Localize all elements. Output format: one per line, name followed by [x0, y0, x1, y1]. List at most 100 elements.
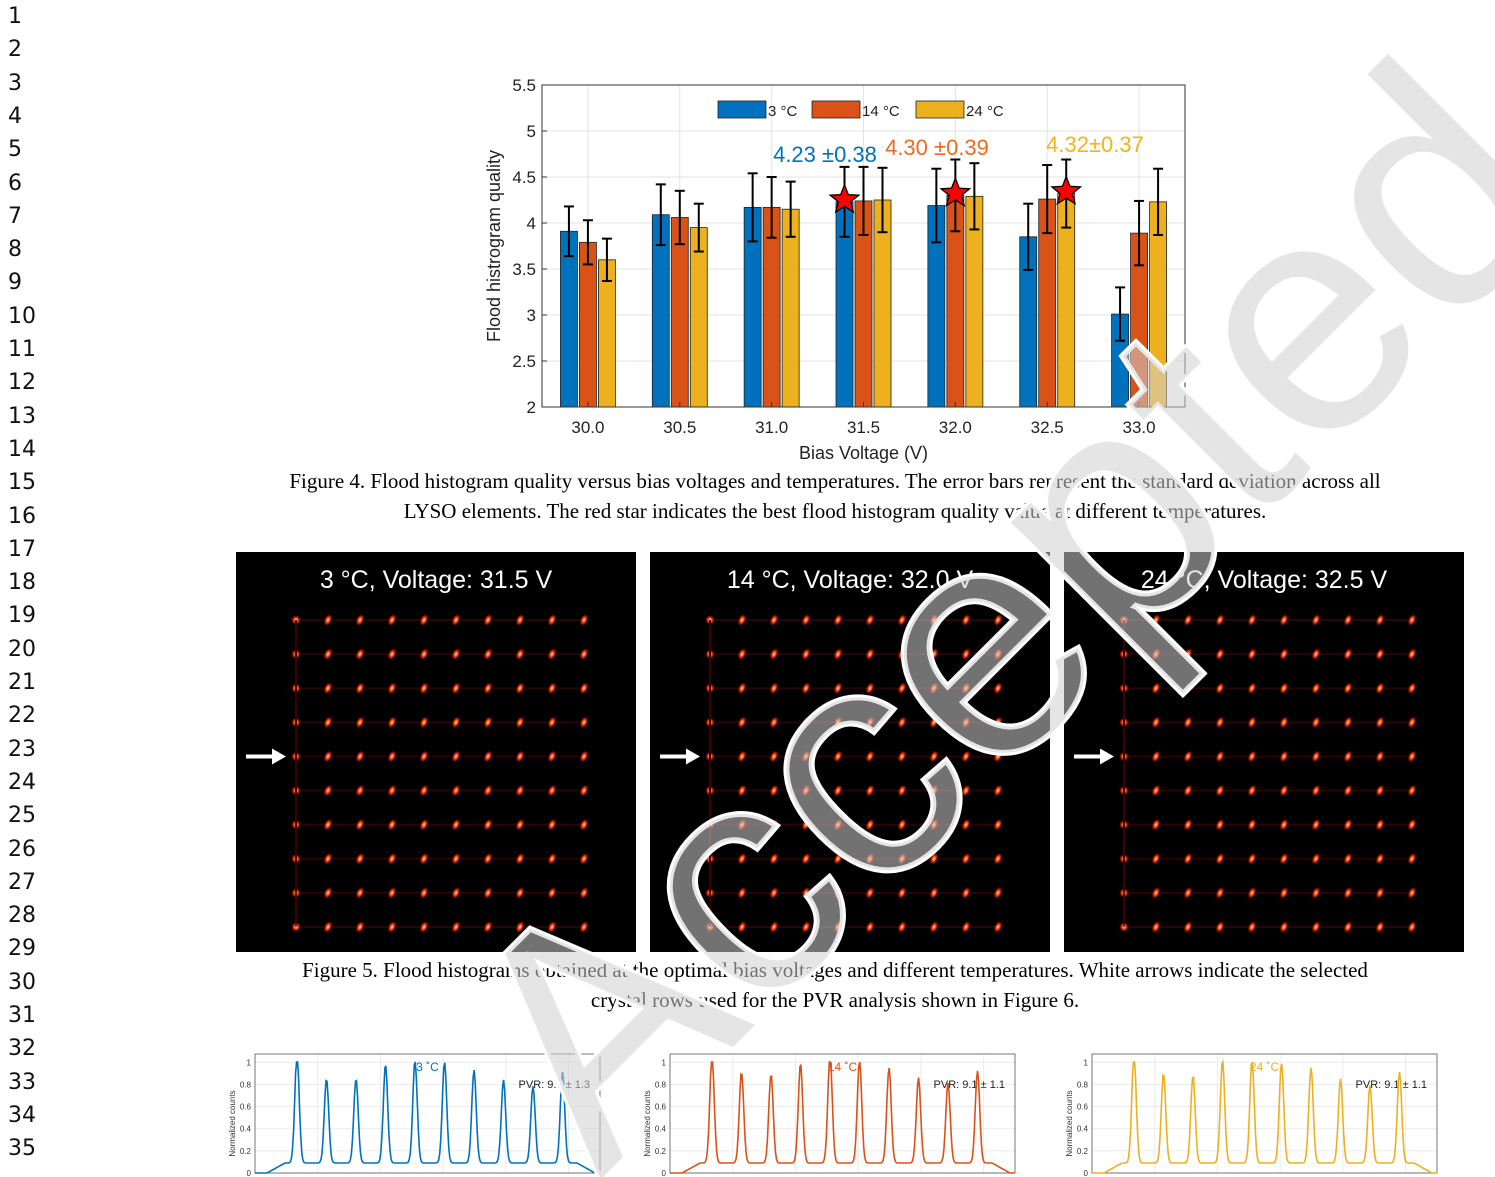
- crystal-spot: [547, 716, 557, 729]
- crystal-spot: [833, 920, 843, 934]
- crystal-spot: [833, 613, 843, 627]
- crystal-spot: [737, 647, 747, 661]
- crystal-spot: [865, 784, 875, 797]
- crystal-spot: [769, 716, 779, 729]
- crystal-spot: [1151, 818, 1161, 831]
- crystal-spot: [355, 852, 365, 865]
- crystal-spot: [737, 716, 747, 729]
- crystal-spot: [547, 818, 557, 831]
- x-axis-label: Bias Voltage (V): [799, 443, 928, 463]
- x-tick-label: 33.0: [1123, 418, 1156, 437]
- crystal-spot: [929, 682, 939, 695]
- line-number: 28: [8, 903, 36, 929]
- crystal-spot: [483, 647, 493, 661]
- line-number: 31: [8, 1003, 36, 1028]
- crystal-spot: [1375, 613, 1385, 627]
- crystal-spot: [961, 784, 971, 797]
- line-number: 26: [8, 836, 36, 862]
- crystal-spot: [323, 818, 333, 831]
- crystal-spot: [1407, 920, 1417, 934]
- crystal-spot: [1183, 682, 1193, 695]
- crystal-spot: [1407, 750, 1417, 763]
- crystal-spot: [1407, 886, 1417, 900]
- line-number: 12: [8, 370, 36, 396]
- crystal-spot: [865, 750, 875, 763]
- best-value-label: 4.30 ±0.39: [885, 135, 989, 160]
- pvr-profile-line: [1092, 1059, 1437, 1174]
- flood-background: [236, 552, 636, 952]
- crystal-spot: [1183, 818, 1193, 831]
- pvr-panel: 0 0.2 0.4 0.6 0.8 1 Normalized counts 14 ˚C PVR:…: [643, 1053, 1016, 1177]
- crystal-spot: [355, 920, 365, 934]
- crystal-spot: [961, 647, 971, 661]
- y-tick-label: 3: [527, 306, 536, 325]
- crystal-spot: [961, 682, 971, 695]
- crystal-spot: [1247, 682, 1257, 695]
- y-tick-label: 0.2: [1077, 1147, 1089, 1156]
- crystal-spot: [1215, 682, 1225, 695]
- pvr-profile-line: [670, 1061, 1015, 1174]
- bar: [781, 208, 800, 408]
- crystal-spot: [961, 750, 971, 763]
- line-number: 33: [8, 1069, 36, 1095]
- crystal-spot: [1247, 784, 1257, 797]
- crystal-spot: [737, 784, 747, 797]
- flood-panel: 3 °C, Voltage: 31.5 V: [236, 552, 636, 952]
- crystal-spot: [769, 613, 779, 627]
- crystal-spot: [547, 647, 557, 661]
- crystal-spot: [1407, 818, 1417, 831]
- crystal-spot: [355, 784, 365, 797]
- crystal-spot: [579, 886, 589, 900]
- y-tick-label: 2.5: [512, 352, 536, 371]
- crystal-spot: [1375, 920, 1385, 934]
- crystal-spot: [993, 647, 1003, 661]
- crystal-spot: [1343, 647, 1353, 661]
- bar: [579, 241, 597, 408]
- legend-swatch: [811, 100, 861, 119]
- line-number: 2: [8, 37, 22, 63]
- x-tick-label: 31.0: [755, 418, 788, 437]
- crystal-spot: [1247, 818, 1257, 831]
- crystal-spot: [323, 784, 333, 797]
- legend-label: 3 °C: [768, 103, 798, 120]
- crystal-spot: [1183, 886, 1193, 900]
- x-tick-label: 30.5: [663, 418, 696, 437]
- crystal-spot: [483, 750, 493, 763]
- crystal-spot: [1215, 818, 1225, 831]
- pvr-panel-title: 14 ˚C: [828, 1060, 858, 1074]
- crystal-spot: [451, 818, 461, 831]
- crystal-spot: [801, 886, 811, 900]
- crystal-spot: [865, 852, 875, 865]
- crystal-spot: [1375, 886, 1385, 900]
- crystal-spot: [1311, 920, 1321, 934]
- line-number: 3: [8, 70, 22, 96]
- flood-panel: 24 °C, Voltage: 32.5 V: [1064, 552, 1464, 952]
- crystal-spot: [1151, 750, 1161, 763]
- crystal-spot: [1151, 682, 1161, 695]
- crystal-spot: [1407, 852, 1417, 865]
- plot-frame: [1091, 1053, 1438, 1174]
- crystal-spot: [897, 647, 907, 661]
- crystal-spot: [515, 886, 525, 900]
- crystal-spot: [737, 886, 747, 900]
- crystal-spot: [1215, 784, 1225, 797]
- crystal-spot: [419, 818, 429, 831]
- best-value-label: 4.32±0.37: [1046, 132, 1144, 157]
- y-axis-label: Normalized counts: [643, 1090, 652, 1156]
- bar: [560, 230, 578, 408]
- crystal-spot: [387, 682, 397, 695]
- crystal-spot: [897, 682, 907, 695]
- y-tick-label: 0.4: [1077, 1125, 1089, 1134]
- bar: [689, 227, 708, 408]
- flood-panel: 14 °C, Voltage: 32.0 V: [650, 552, 1050, 952]
- crystal-spot: [1279, 920, 1289, 934]
- crystal-spot: [833, 682, 843, 695]
- crystal-spot: [451, 647, 461, 661]
- crystal-spot: [801, 784, 811, 797]
- crystal-spot: [993, 716, 1003, 729]
- line-number: 11: [8, 337, 36, 362]
- crystal-spot: [323, 647, 333, 661]
- crystal-spot: [515, 647, 525, 661]
- figure4-bar-chart: 2 2.5 3 3.5 4 4.5 5 5.5 30.0 30.5 31.0 31.5 32.0 32.5…: [484, 76, 1186, 463]
- crystal-spot: [451, 682, 461, 695]
